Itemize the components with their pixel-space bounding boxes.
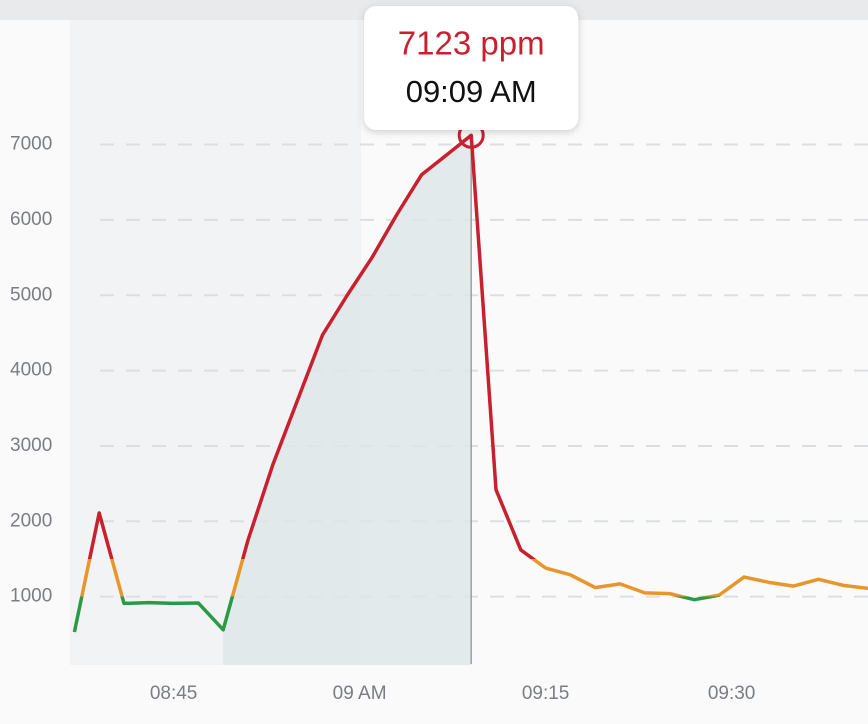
y-tick-label: 5000: [10, 284, 52, 305]
x-tick-label: 08:45: [150, 683, 198, 704]
x-tick-label: 09:30: [708, 683, 756, 704]
tooltip-value: 7123 ppm: [398, 25, 545, 62]
tooltip-time: 09:09 AM: [406, 74, 537, 109]
tooltip-box: [364, 6, 579, 130]
y-tick-label: 3000: [10, 435, 52, 456]
area: [223, 135, 472, 666]
line: [72, 133, 868, 633]
y-tick-label: 6000: [10, 209, 52, 230]
x-tick-label: 09 AM: [333, 683, 387, 704]
y-tick-label: 7000: [10, 134, 52, 155]
y-tick-label: 4000: [10, 360, 52, 381]
y-tick-label: 2000: [10, 510, 52, 531]
y-tick-label: 1000: [10, 586, 52, 607]
x-tick-label: 09:15: [522, 683, 570, 704]
